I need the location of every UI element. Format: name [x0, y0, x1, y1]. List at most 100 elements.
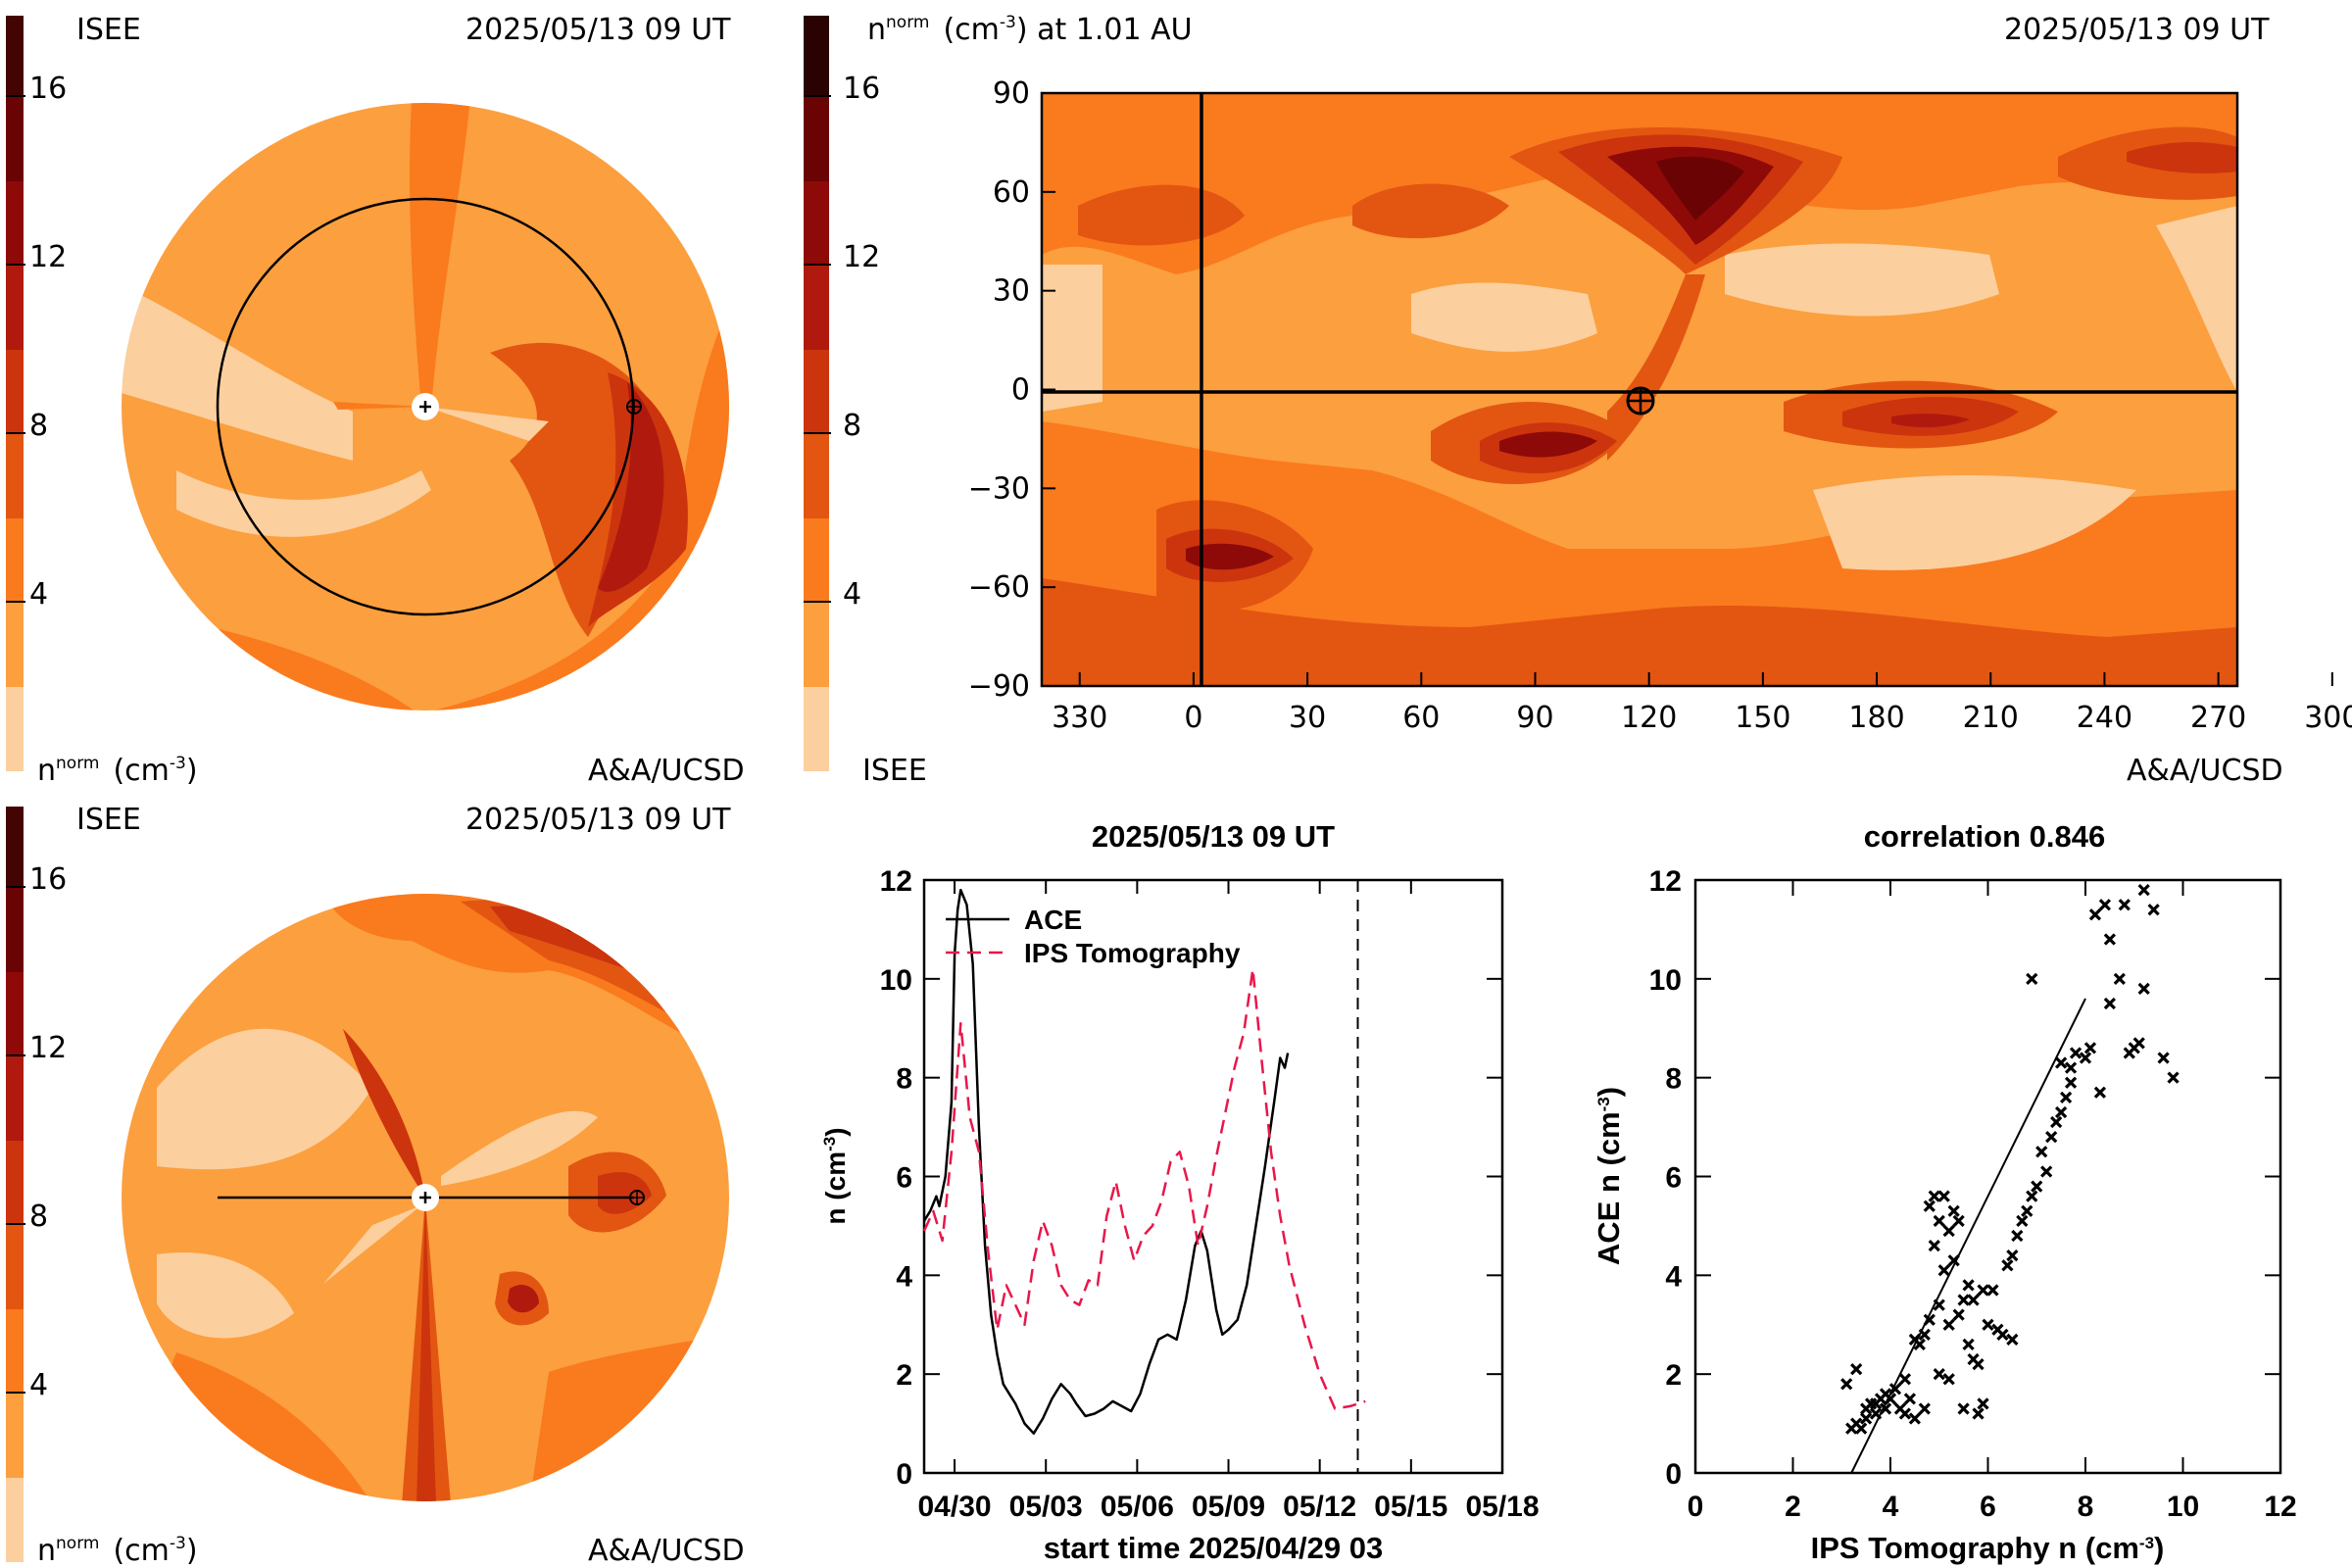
map-x-tick-label: 240: [2077, 701, 2132, 735]
ts-y-tick-label: 4: [896, 1260, 912, 1293]
map-x-tick-label: 210: [1963, 701, 2019, 735]
sc-y-tick-label: 4: [1665, 1260, 1682, 1293]
sc-x-tick-label: 8: [2078, 1491, 2094, 1523]
colorbar-tl-seg-2: [6, 517, 24, 603]
ts-x-tick-label: 05/09: [1192, 1491, 1265, 1523]
sc-x-tick-label: 10: [2167, 1491, 2199, 1523]
sc-data-point: [1933, 1368, 1945, 1381]
colorbar-tl-seg-5: [6, 265, 24, 350]
colorbar-map-seg-6: [804, 180, 829, 266]
sc-data-point: [2128, 1042, 2140, 1054]
sc-data-point: [1962, 1338, 1975, 1351]
map-x-tick-label: 300: [2304, 701, 2352, 735]
colorbar-map-seg-2: [804, 517, 829, 603]
map-x-tick-label: 0: [1184, 701, 1202, 735]
colorbar-map-tick-4: 4: [843, 577, 861, 612]
tl-units: nnorm (cm-3): [37, 754, 198, 788]
sc-data-point: [1972, 1407, 1984, 1420]
sc-data-point: [1850, 1362, 1863, 1376]
tl-credit: A&A/UCSD: [588, 754, 745, 788]
sc-data-point: [1967, 1294, 1980, 1306]
sc-data-point: [1947, 1204, 1960, 1217]
sc-data-point: [2147, 904, 2160, 916]
ts-frame: [922, 878, 1504, 1475]
colorbar-bl-tick-8: 8: [29, 1200, 48, 1234]
sc-data-point: [2064, 1061, 2078, 1074]
tl-sun-icon: [412, 393, 439, 420]
tl-source-label: ISEE: [76, 13, 141, 47]
ts-series-group: [922, 888, 1366, 1435]
map-y-tick-label: 30: [993, 274, 1030, 309]
sc-data-point: [1903, 1393, 1917, 1405]
panel-timeseries: 2025/05/13 09 UT 04/30 05/03 05/06 05/09 05/…: [820, 819, 1540, 1565]
ts-axes: 04/30 05/03 05/06 05/09 05/12 05/15 05/18 0 2 4 6 8…: [880, 865, 1540, 1523]
sc-data-point: [2069, 1047, 2082, 1059]
sc-data-point: [2026, 1190, 2038, 1202]
ts-y-tick-label: 0: [896, 1458, 912, 1491]
map-y-tick-label: 0: [1011, 373, 1030, 408]
colorbar-tl-seg-4: [6, 349, 24, 434]
sc-data-point: [2054, 1056, 2068, 1069]
sc-data-point: [2035, 1146, 2048, 1158]
colorbar-map-seg-5: [804, 265, 829, 350]
sc-x-tick-label: 6: [1980, 1491, 1996, 1523]
sc-data-point: [1982, 1318, 1994, 1331]
sc-data-point: [2137, 982, 2150, 996]
sc-title: correlation 0.846: [1864, 819, 2105, 854]
ts-ace-series-line: [922, 888, 1290, 1435]
sc-data-point: [2079, 1052, 2092, 1064]
sc-data-point: [1923, 1200, 1936, 1212]
sc-data-point: [2054, 1105, 2068, 1119]
colorbar-tl: 4 8 12 16: [6, 16, 67, 771]
map-date: 2025/05/13 09 UT: [2004, 13, 2270, 47]
map-y-tick-label: −30: [968, 471, 1030, 506]
map-x-tick-label: 30: [1289, 701, 1326, 735]
colorbar-bl-seg-7: [6, 887, 24, 972]
sc-data-point: [2137, 883, 2150, 897]
sc-data-point: [1996, 1328, 2009, 1341]
sc-data-point: [2088, 908, 2102, 921]
bl-units: nnorm (cm-3): [37, 1534, 198, 1568]
sc-y-tick-label: 12: [1649, 865, 1682, 898]
colorbar-bl-seg-6: [6, 971, 24, 1056]
map-y-tick-label: 60: [993, 175, 1030, 210]
sc-data-point: [2103, 997, 2117, 1010]
map-x-tick-label: 60: [1402, 701, 1440, 735]
colorbar-tl-tick-12: 12: [29, 240, 67, 274]
tl-earth-icon: [626, 399, 642, 415]
ts-x-tick-label: 05/12: [1283, 1491, 1356, 1523]
sc-data-point: [1937, 1190, 1950, 1202]
sc-data-point: [1898, 1373, 1912, 1386]
sc-data-point: [2098, 899, 2112, 911]
sc-data-point: [1962, 1279, 1975, 1292]
colorbar-map-seg-8: [804, 16, 829, 97]
sc-frame: [1693, 878, 2282, 1475]
sc-data-point: [2016, 1214, 2029, 1228]
colorbar-map-seg-0: [804, 686, 829, 771]
sc-data-point: [2167, 1071, 2180, 1084]
ts-legend: ACE IPS Tomography: [946, 905, 1241, 968]
bl-earth-icon: [629, 1190, 645, 1205]
sc-x-tick-label: 4: [1883, 1491, 1899, 1523]
colorbar-map-tick-8: 8: [843, 409, 861, 443]
sc-data-point: [2157, 1052, 2170, 1064]
sc-y-tick-label: 8: [1665, 1063, 1682, 1096]
sc-x-tick-label: 0: [1688, 1491, 1704, 1523]
sc-data-point: [1928, 1190, 1940, 1202]
colorbar-map-tick-12: 12: [843, 240, 880, 274]
ts-x-tick-label: 05/06: [1101, 1491, 1174, 1523]
ts-x-tick-label: 04/30: [918, 1491, 992, 1523]
colorbar-map-seg-3: [804, 433, 829, 518]
panel-top-left: 4 8 12 16 ISEE 2025/05/13 09 UT nnorm (cm…: [6, 13, 745, 788]
sc-data-point: [1908, 1412, 1922, 1425]
legend-ips-label: IPS Tomography: [1024, 938, 1241, 968]
colorbar-bl-seg-3: [6, 1224, 24, 1309]
map-density-field: [1042, 93, 2237, 686]
sc-data-point: [1972, 1357, 1984, 1371]
ts-y-tick-label: 8: [896, 1063, 912, 1096]
map-x-tick-label: 330: [1052, 701, 1107, 735]
colorbar-tl-seg-0: [6, 686, 24, 771]
sc-data-point: [1957, 1294, 1970, 1306]
sc-data-point: [2103, 933, 2117, 946]
legend-ace-label: ACE: [1024, 905, 1082, 935]
